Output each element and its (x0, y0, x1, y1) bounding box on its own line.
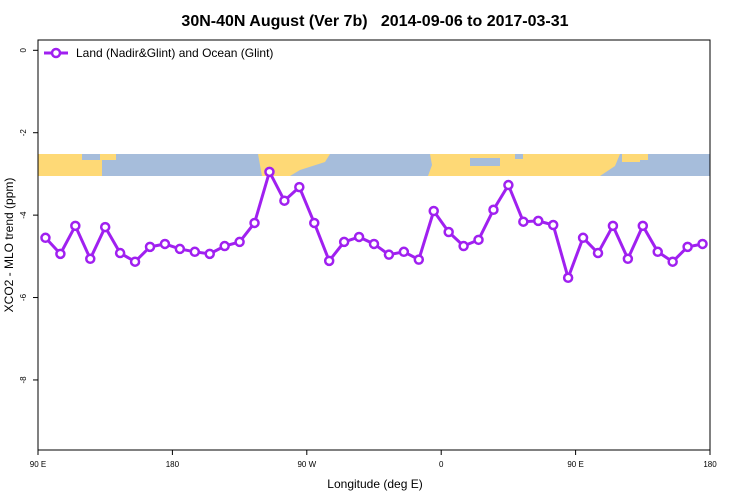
point (159, 238, 171, 250)
point (204, 248, 215, 260)
point (473, 234, 484, 246)
point (294, 181, 305, 193)
legend-marker (50, 47, 62, 59)
point (488, 204, 499, 216)
point (85, 253, 96, 265)
point (458, 240, 469, 252)
point (353, 231, 365, 243)
point (383, 249, 395, 260)
point (174, 243, 186, 255)
point (398, 246, 410, 258)
map-strip (38, 154, 710, 176)
point (697, 238, 708, 250)
point (249, 217, 260, 229)
point (279, 195, 290, 206)
point (428, 205, 439, 217)
point (667, 256, 678, 267)
point (607, 220, 619, 232)
point (637, 220, 649, 232)
y-tick-label: -6 (19, 293, 28, 301)
plot-frame (37, 39, 711, 451)
x-axis-label: Longitude (deg E) (327, 477, 422, 491)
point (682, 241, 693, 253)
y-axis-label: XCO2 - MLO trend (ppm) (2, 178, 16, 313)
point (219, 240, 230, 252)
y-tick-label: -2 (19, 129, 28, 137)
y-tick-label: 0 (19, 48, 28, 53)
point (577, 232, 589, 244)
chart-title: 30N-40N August (Ver 7b) 2014-09-06 to 20… (181, 13, 568, 30)
point (129, 256, 141, 267)
point (189, 246, 201, 258)
point (562, 272, 574, 284)
y-tick-label: -4 (19, 211, 28, 219)
x-tick-label: 90 E (30, 460, 46, 469)
point (55, 248, 66, 260)
point (323, 255, 335, 267)
point (99, 221, 111, 233)
x-tick-label: 0 (439, 460, 444, 469)
series-line (44, 167, 703, 283)
point (338, 236, 350, 248)
point (533, 215, 544, 227)
y-tick-label: -8 (19, 376, 28, 384)
point (652, 246, 663, 258)
point (413, 254, 425, 265)
point (503, 179, 514, 191)
point (547, 219, 559, 231)
point (592, 247, 604, 259)
point (234, 236, 245, 248)
point (622, 253, 634, 265)
point (443, 226, 454, 238)
x-tick-label: 90 E (567, 460, 583, 469)
x-tick-label: 180 (166, 460, 180, 469)
x-tick-label: 90 W (297, 460, 316, 469)
point (264, 166, 275, 178)
x-tick-label: 180 (703, 460, 717, 469)
point (40, 232, 51, 244)
point (368, 238, 380, 250)
point (309, 217, 320, 229)
point (114, 247, 126, 259)
point (518, 216, 529, 227)
point (70, 220, 81, 232)
legend-label: Land (Nadir&Glint) and Ocean (Glint) (76, 46, 273, 60)
point (144, 241, 156, 253)
